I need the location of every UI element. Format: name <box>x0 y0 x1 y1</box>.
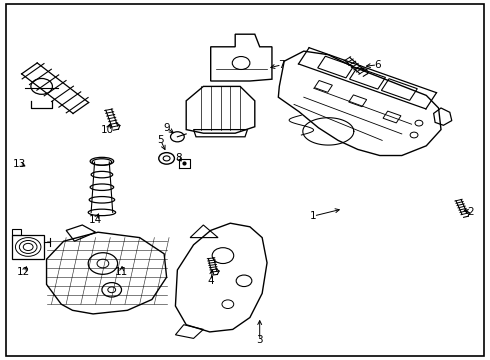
Text: 7: 7 <box>278 60 285 70</box>
Text: 5: 5 <box>157 135 164 145</box>
Text: 4: 4 <box>207 276 214 286</box>
Text: 10: 10 <box>101 125 114 135</box>
Bar <box>12 235 44 259</box>
Text: 2: 2 <box>467 207 474 217</box>
Text: 12: 12 <box>17 267 30 277</box>
Text: 13: 13 <box>13 159 26 169</box>
Bar <box>12 229 21 235</box>
Text: 1: 1 <box>310 211 317 221</box>
Text: 14: 14 <box>89 215 102 225</box>
Text: 9: 9 <box>163 123 170 133</box>
Text: 3: 3 <box>256 335 263 345</box>
Text: 8: 8 <box>175 153 182 163</box>
Text: 6: 6 <box>374 60 381 70</box>
Text: 11: 11 <box>115 267 128 277</box>
